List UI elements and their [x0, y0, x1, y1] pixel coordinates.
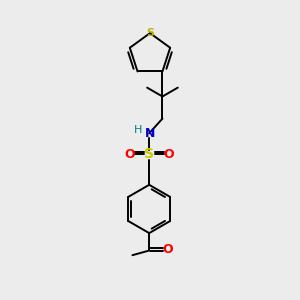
Text: S: S [146, 28, 154, 38]
Text: N: N [145, 128, 155, 140]
Text: H: H [134, 125, 142, 135]
Text: S: S [144, 148, 154, 161]
Text: O: O [162, 243, 173, 256]
Text: O: O [125, 148, 135, 161]
Text: O: O [163, 148, 174, 161]
